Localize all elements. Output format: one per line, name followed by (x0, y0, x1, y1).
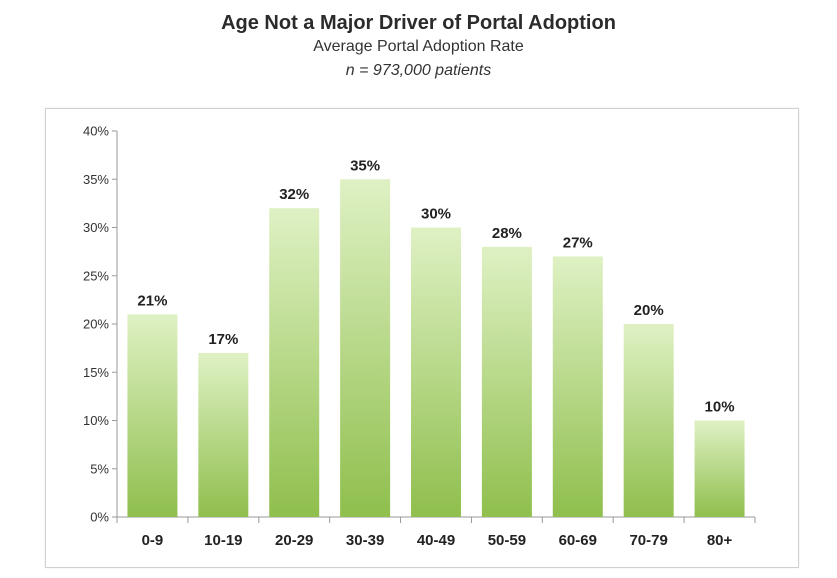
y-tick-label: 30% (83, 220, 109, 235)
data-label: 27% (563, 234, 593, 251)
data-label: 30% (421, 206, 451, 223)
bar-70-79 (623, 324, 674, 517)
x-tick-label: 70-79 (629, 532, 667, 549)
y-tick-label: 35% (83, 172, 109, 187)
bar-60-69 (552, 256, 603, 517)
y-tick-label: 25% (83, 268, 109, 283)
x-tick-label: 50-59 (488, 532, 526, 549)
bar-0-9 (127, 314, 178, 517)
x-tick-label: 40-49 (417, 532, 455, 549)
chart-subtitle: Average Portal Adoption Rate (313, 38, 524, 55)
data-label: 35% (350, 157, 380, 174)
x-tick-label: 10-19 (204, 532, 242, 549)
chart-frame (45, 108, 799, 568)
data-label: 21% (137, 292, 167, 309)
data-label: 32% (279, 186, 309, 203)
x-tick-label: 80+ (707, 532, 733, 549)
bar-20-29 (269, 208, 320, 517)
x-tick-label: 60-69 (559, 532, 597, 549)
x-tick-label: 20-29 (275, 532, 313, 549)
sample-size-note: n = 973,000 patients (345, 62, 492, 79)
bar-50-59 (481, 246, 532, 518)
y-tick-label: 20% (83, 317, 109, 332)
y-tick-label: 0% (90, 510, 109, 525)
x-tick-label: 0-9 (142, 532, 164, 549)
y-tick-label: 40% (83, 124, 109, 139)
bar-80+ (694, 420, 745, 517)
y-tick-label: 15% (83, 365, 109, 380)
data-label: 10% (705, 399, 735, 416)
data-label: 20% (634, 302, 664, 319)
data-label: 17% (208, 331, 238, 348)
x-tick-label: 30-39 (346, 532, 384, 549)
bar-40-49 (411, 227, 461, 517)
y-tick-label: 10% (83, 413, 109, 428)
bar-10-19 (198, 352, 249, 517)
data-label: 28% (492, 225, 522, 242)
chart-title: Age Not a Major Driver of Portal Adoptio… (221, 12, 616, 34)
bar-30-39 (340, 179, 391, 517)
y-tick-label: 5% (90, 461, 109, 476)
